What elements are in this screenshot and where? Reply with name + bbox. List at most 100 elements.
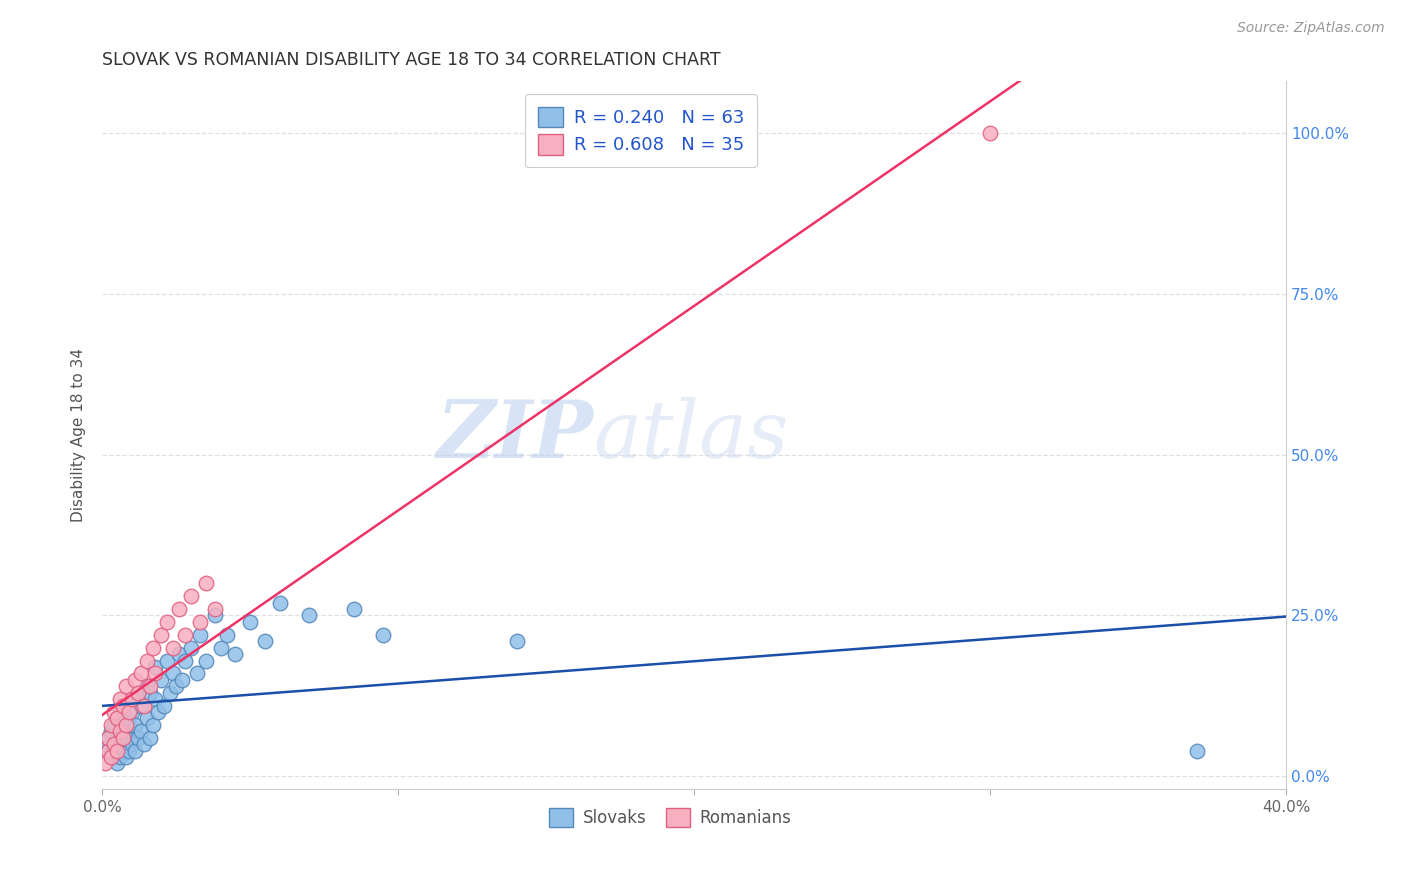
Point <box>97 743 120 757</box>
Point <box>156 653 179 667</box>
Point <box>97 743 120 757</box>
Point <box>162 640 184 655</box>
Point <box>121 705 143 719</box>
Point <box>138 686 160 700</box>
Point <box>209 640 232 655</box>
Point <box>97 731 120 745</box>
Point <box>124 718 146 732</box>
Point <box>153 698 176 713</box>
Point <box>100 750 122 764</box>
Point <box>165 679 187 693</box>
Text: ZIP: ZIP <box>437 397 593 474</box>
Point <box>150 673 173 687</box>
Point <box>124 743 146 757</box>
Point <box>141 718 163 732</box>
Point <box>108 750 131 764</box>
Point <box>204 602 226 616</box>
Point <box>188 615 211 629</box>
Point <box>111 698 134 713</box>
Point <box>373 628 395 642</box>
Point <box>298 608 321 623</box>
Point <box>167 602 190 616</box>
Point <box>343 602 366 616</box>
Point <box>127 686 149 700</box>
Point <box>108 705 131 719</box>
Point <box>124 673 146 687</box>
Point <box>194 576 217 591</box>
Point <box>204 608 226 623</box>
Point <box>148 705 170 719</box>
Point <box>115 731 138 745</box>
Point <box>100 750 122 764</box>
Point <box>103 743 125 757</box>
Y-axis label: Disability Age 18 to 34: Disability Age 18 to 34 <box>72 348 86 523</box>
Point <box>132 737 155 751</box>
Point <box>174 628 197 642</box>
Point <box>111 743 134 757</box>
Point <box>129 724 152 739</box>
Point <box>105 711 128 725</box>
Legend: Slovaks, Romanians: Slovaks, Romanians <box>543 801 799 834</box>
Point <box>111 698 134 713</box>
Point <box>115 679 138 693</box>
Text: atlas: atlas <box>593 397 789 474</box>
Point <box>121 692 143 706</box>
Point <box>100 718 122 732</box>
Point <box>188 628 211 642</box>
Point <box>138 679 160 693</box>
Point <box>132 698 155 713</box>
Point <box>97 731 120 745</box>
Point <box>135 711 157 725</box>
Point <box>135 679 157 693</box>
Point <box>194 653 217 667</box>
Point <box>127 692 149 706</box>
Point <box>239 615 262 629</box>
Point <box>979 126 1001 140</box>
Point <box>159 686 181 700</box>
Point <box>167 647 190 661</box>
Point <box>1185 743 1208 757</box>
Point <box>215 628 238 642</box>
Point <box>135 653 157 667</box>
Point <box>145 660 167 674</box>
Point <box>129 666 152 681</box>
Point <box>180 589 202 603</box>
Point <box>115 711 138 725</box>
Point <box>111 731 134 745</box>
Point <box>100 724 122 739</box>
Point <box>111 724 134 739</box>
Point <box>115 718 138 732</box>
Point <box>505 634 527 648</box>
Point <box>105 756 128 771</box>
Text: Source: ZipAtlas.com: Source: ZipAtlas.com <box>1237 21 1385 35</box>
Point <box>224 647 246 661</box>
Point <box>138 731 160 745</box>
Point <box>129 698 152 713</box>
Point <box>108 692 131 706</box>
Point <box>150 628 173 642</box>
Point <box>94 756 117 771</box>
Point <box>94 737 117 751</box>
Point <box>174 653 197 667</box>
Point <box>180 640 202 655</box>
Point <box>162 666 184 681</box>
Point <box>118 705 141 719</box>
Point <box>269 596 291 610</box>
Point <box>103 705 125 719</box>
Point <box>145 666 167 681</box>
Point <box>108 731 131 745</box>
Point <box>105 743 128 757</box>
Point <box>108 724 131 739</box>
Point <box>253 634 276 648</box>
Text: SLOVAK VS ROMANIAN DISABILITY AGE 18 TO 34 CORRELATION CHART: SLOVAK VS ROMANIAN DISABILITY AGE 18 TO … <box>103 51 721 69</box>
Point <box>118 718 141 732</box>
Point <box>103 737 125 751</box>
Point <box>105 711 128 725</box>
Point <box>172 673 194 687</box>
Point <box>118 743 141 757</box>
Point <box>105 737 128 751</box>
Point <box>127 731 149 745</box>
Point <box>103 718 125 732</box>
Point <box>186 666 208 681</box>
Point <box>121 737 143 751</box>
